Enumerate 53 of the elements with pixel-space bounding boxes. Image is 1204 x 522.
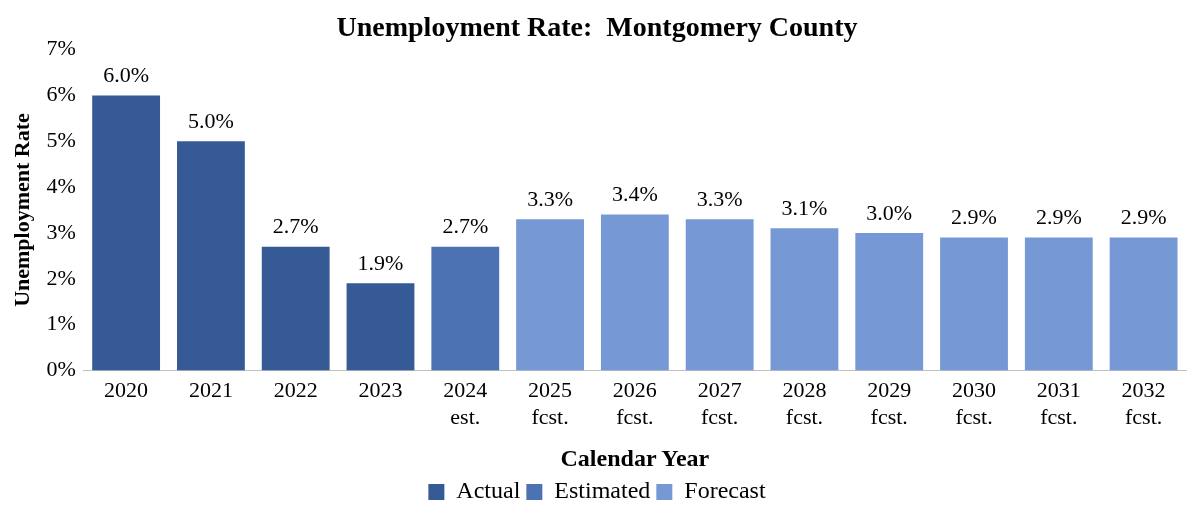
data-label: 2.9% <box>951 204 997 230</box>
bar <box>516 219 584 371</box>
data-label: 2.7% <box>442 213 489 239</box>
y-tick-label: 0% <box>46 356 76 382</box>
legend-label: Actual <box>456 477 521 504</box>
x-tick-label: 2026 fcst. <box>612 377 657 429</box>
bar <box>855 232 924 371</box>
data-label: 5.0% <box>188 108 234 134</box>
data-label: 6.0% <box>103 62 150 88</box>
x-tick-label: 2022 <box>273 377 318 403</box>
data-label: 3.4% <box>611 181 658 207</box>
bar <box>261 246 330 371</box>
bar <box>685 219 754 371</box>
y-tick-label: 7% <box>46 35 76 61</box>
bar <box>431 246 500 371</box>
y-tick-label: 2% <box>46 264 76 290</box>
y-tick-label: 6% <box>46 81 76 107</box>
y-tick-label: 5% <box>46 127 76 153</box>
chart-title: Unemployment Rate: Montgomery County <box>336 11 858 43</box>
bar <box>346 283 415 371</box>
x-tick-label: 2029 fcst. <box>867 377 912 429</box>
y-tick-label: 1% <box>46 310 76 336</box>
bar <box>92 95 161 371</box>
bar <box>940 237 1008 371</box>
x-tick-label: 2027 fcst. <box>697 377 742 429</box>
bar <box>770 228 839 371</box>
x-tick-label: 2023 <box>358 377 403 403</box>
x-tick-label: 2032 fcst. <box>1121 377 1166 429</box>
data-label: 2.7% <box>272 213 319 239</box>
bar <box>1109 237 1178 371</box>
y-axis-title: Unemployment Rate <box>8 112 34 307</box>
x-tick-label: 2030 fcst. <box>952 377 997 429</box>
data-label: 1.9% <box>357 250 404 276</box>
bar <box>177 141 245 371</box>
x-axis-title: Calendar Year <box>560 444 710 471</box>
legend-label: Estimated <box>554 477 651 504</box>
data-label: 3.1% <box>781 195 828 221</box>
y-tick-label: 4% <box>46 172 76 198</box>
bar <box>600 214 669 371</box>
x-tick-label: 2020 <box>104 377 149 403</box>
x-tick-label: 2025 fcst. <box>528 377 573 429</box>
data-label: 3.3% <box>696 185 743 211</box>
y-tick-label: 3% <box>46 218 76 244</box>
x-tick-label: 2031 fcst. <box>1036 377 1081 429</box>
legend-label: Forecast <box>684 477 766 504</box>
data-label: 3.3% <box>527 185 573 211</box>
x-tick-label: 2024 est. <box>443 377 488 429</box>
data-label: 2.9% <box>1120 204 1167 230</box>
data-label: 2.9% <box>1035 204 1082 230</box>
x-tick-label: 2021 <box>188 377 233 403</box>
bar <box>1024 237 1093 371</box>
x-tick-label: 2028 fcst. <box>782 377 827 429</box>
data-label: 3.0% <box>866 199 913 225</box>
